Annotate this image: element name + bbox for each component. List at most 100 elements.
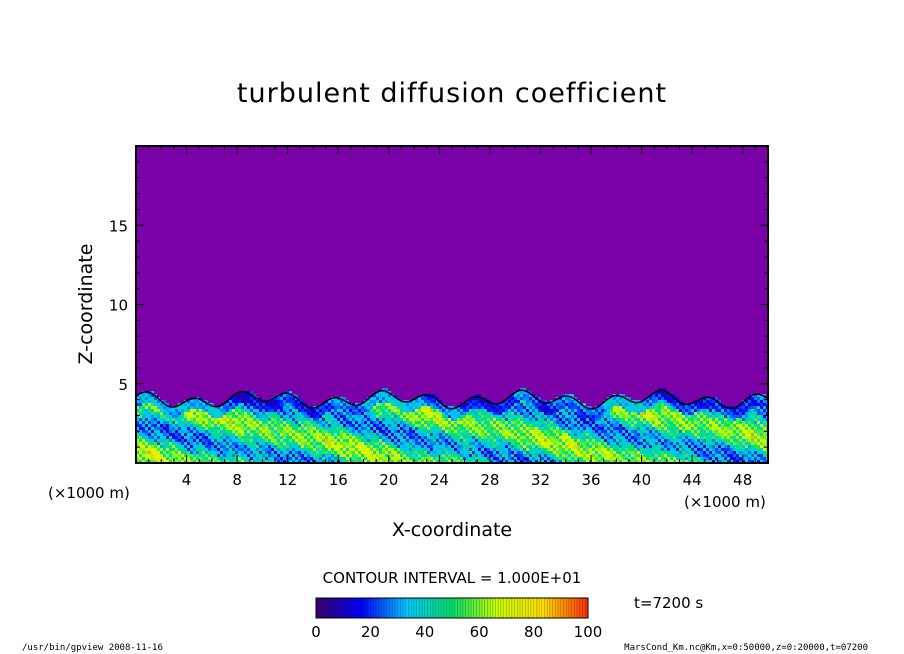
field-cell xyxy=(376,451,379,454)
field-cell xyxy=(169,457,172,460)
field-cell xyxy=(178,448,181,451)
field-cell xyxy=(316,412,319,415)
field-cell xyxy=(490,418,493,421)
field-cell xyxy=(259,397,262,400)
field-cell xyxy=(640,430,643,433)
field-cell xyxy=(229,448,232,451)
field-cell xyxy=(199,418,202,421)
field-cell xyxy=(397,415,400,418)
field-cell xyxy=(673,424,676,427)
field-cell xyxy=(517,439,520,442)
field-cell xyxy=(478,439,481,442)
field-cell xyxy=(481,454,484,457)
field-cell xyxy=(157,418,160,421)
field-cell xyxy=(274,430,277,433)
field-cell xyxy=(502,451,505,454)
field-cell xyxy=(364,433,367,436)
field-cell xyxy=(190,406,193,409)
field-cell xyxy=(409,457,412,460)
field-cell xyxy=(469,439,472,442)
field-cell xyxy=(547,448,550,451)
field-cell xyxy=(583,439,586,442)
field-cell xyxy=(148,409,151,412)
field-cell xyxy=(334,433,337,436)
field-cell xyxy=(478,400,481,403)
field-cell xyxy=(319,436,322,439)
field-cell xyxy=(538,442,541,445)
field-cell xyxy=(730,409,733,412)
field-cell xyxy=(154,454,157,457)
field-cell xyxy=(652,451,655,454)
field-cell xyxy=(421,457,424,460)
field-cell xyxy=(709,409,712,412)
field-cell xyxy=(229,442,232,445)
field-cell xyxy=(553,433,556,436)
field-cell xyxy=(727,436,730,439)
field-cell xyxy=(751,397,754,400)
field-cell xyxy=(346,430,349,433)
field-cell xyxy=(238,433,241,436)
field-cell xyxy=(355,403,358,406)
field-cell xyxy=(559,409,562,412)
field-cell xyxy=(652,439,655,442)
field-cell xyxy=(565,451,568,454)
field-cell xyxy=(541,427,544,430)
field-cell xyxy=(376,430,379,433)
field-cell xyxy=(256,424,259,427)
field-cell xyxy=(337,421,340,424)
field-cell xyxy=(721,436,724,439)
field-cell xyxy=(466,445,469,448)
field-cell xyxy=(169,433,172,436)
field-cell xyxy=(670,406,673,409)
field-cell xyxy=(481,439,484,442)
field-cell xyxy=(151,448,154,451)
field-cell xyxy=(421,409,424,412)
field-cell xyxy=(205,445,208,448)
field-cell xyxy=(493,421,496,424)
field-cell xyxy=(571,439,574,442)
field-cell xyxy=(244,448,247,451)
field-cell xyxy=(172,445,175,448)
field-cell xyxy=(601,433,604,436)
field-cell xyxy=(628,448,631,451)
field-cell xyxy=(322,427,325,430)
field-cell xyxy=(472,424,475,427)
field-cell xyxy=(703,457,706,460)
field-cell xyxy=(718,433,721,436)
field-cell xyxy=(415,412,418,415)
field-cell xyxy=(172,454,175,457)
field-cell xyxy=(529,451,532,454)
field-cell xyxy=(568,451,571,454)
field-cell xyxy=(253,460,256,463)
field-cell xyxy=(292,418,295,421)
field-cell xyxy=(535,412,538,415)
field-cell xyxy=(529,424,532,427)
field-cell xyxy=(286,403,289,406)
field-cell xyxy=(277,430,280,433)
field-cell xyxy=(736,448,739,451)
field-cell xyxy=(481,448,484,451)
field-cell xyxy=(745,403,748,406)
field-cell xyxy=(265,457,268,460)
field-cell xyxy=(334,451,337,454)
field-cell xyxy=(373,394,376,397)
field-cell xyxy=(358,427,361,430)
field-cell xyxy=(175,457,178,460)
field-cell xyxy=(538,397,541,400)
field-cell xyxy=(223,445,226,448)
field-cell xyxy=(280,424,283,427)
field-cell xyxy=(220,409,223,412)
field-cell xyxy=(454,409,457,412)
field-cell xyxy=(628,406,631,409)
field-cell xyxy=(742,436,745,439)
field-cell xyxy=(652,394,655,397)
field-cell xyxy=(340,403,343,406)
field-cell xyxy=(754,406,757,409)
field-cell xyxy=(241,427,244,430)
field-cell xyxy=(280,454,283,457)
field-cell xyxy=(616,433,619,436)
field-cell xyxy=(655,460,658,463)
field-cell xyxy=(709,421,712,424)
field-cell xyxy=(301,442,304,445)
field-cell xyxy=(379,433,382,436)
